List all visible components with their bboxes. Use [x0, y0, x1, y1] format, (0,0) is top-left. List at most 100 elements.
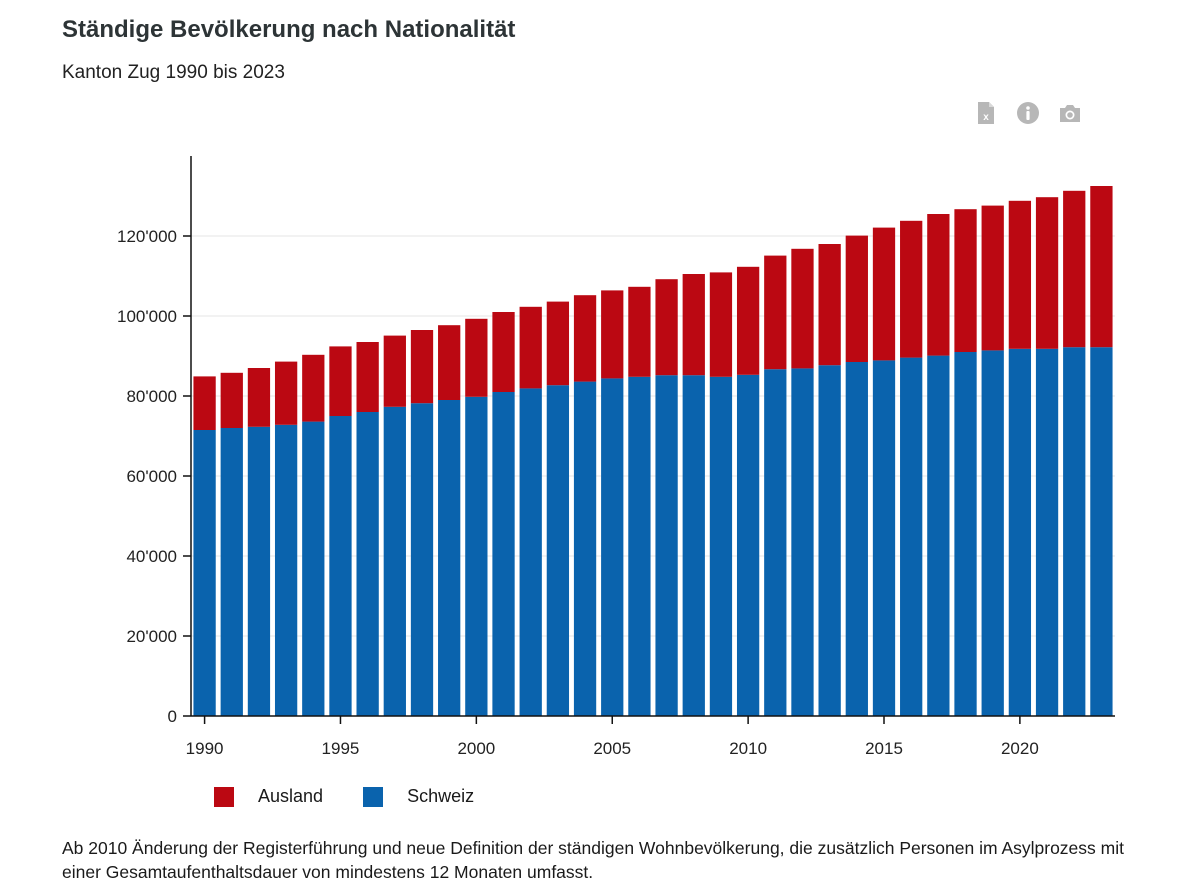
bar-ausland-2011[interactable] [764, 255, 787, 370]
bar-schweiz-1994[interactable] [302, 421, 325, 716]
x-tick-label: 1990 [186, 739, 224, 758]
bar-schweiz-1999[interactable] [438, 400, 461, 716]
bar-ausland-1990[interactable] [193, 376, 216, 430]
bar-schweiz-2015[interactable] [872, 360, 896, 716]
legend-item-schweiz[interactable]: Schweiz [363, 786, 474, 807]
x-tick-label: 1995 [322, 739, 360, 758]
bar-ausland-2013[interactable] [818, 244, 841, 366]
bar-schweiz-2001[interactable] [492, 392, 515, 716]
bar-ausland-2014[interactable] [845, 235, 868, 362]
bar-schweiz-2006[interactable] [628, 376, 651, 716]
legend-swatch-ausland [214, 786, 234, 807]
bar-schweiz-2023[interactable] [1090, 347, 1113, 716]
info-icon [1017, 102, 1039, 124]
svg-text:x: x [983, 112, 989, 123]
bar-schweiz-2017[interactable] [927, 355, 950, 716]
legend: Ausland Schweiz [214, 786, 474, 807]
bar-schweiz-1997[interactable] [383, 406, 406, 716]
bar-schweiz-2019[interactable] [981, 350, 1004, 716]
stacked-bar-chart: 0 20'000 40'000 60'000 80'000 100'000 120'000 1… [117, 156, 1115, 758]
x-tick-label: 2000 [457, 739, 495, 758]
y-tick-label: 100'000 [117, 307, 177, 326]
bar-ausland-2023[interactable] [1090, 186, 1113, 348]
bar-ausland-2001[interactable] [492, 312, 515, 392]
bar-schweiz-2014[interactable] [845, 362, 868, 716]
axes: 0 20'000 40'000 60'000 80'000 100'000 120'000 1… [117, 156, 1115, 758]
bar-ausland-2015[interactable] [872, 227, 896, 361]
bar-schweiz-2009[interactable] [709, 376, 733, 716]
bar-ausland-2012[interactable] [791, 248, 814, 369]
camera-icon [1060, 105, 1080, 122]
bar-ausland-1992[interactable] [247, 368, 271, 427]
bar-ausland-2009[interactable] [709, 272, 733, 377]
bar-schweiz-2007[interactable] [655, 375, 678, 716]
y-tick-label: 80'000 [126, 387, 177, 406]
info-button[interactable] [1016, 100, 1040, 126]
bar-ausland-2021[interactable] [1035, 197, 1059, 349]
legend-item-ausland[interactable]: Ausland [214, 786, 323, 807]
y-tick-label: 20'000 [126, 627, 177, 646]
x-tick-label: 2010 [729, 739, 767, 758]
bar-ausland-1994[interactable] [302, 354, 325, 422]
bar-schweiz-2008[interactable] [682, 375, 705, 716]
screenshot-button[interactable] [1058, 100, 1082, 126]
bar-schweiz-2002[interactable] [519, 388, 542, 716]
bar-ausland-2017[interactable] [927, 214, 950, 356]
bar-schweiz-2010[interactable] [736, 374, 760, 716]
bar-ausland-1998[interactable] [410, 330, 434, 404]
bar-schweiz-2021[interactable] [1035, 348, 1059, 716]
bar-ausland-2019[interactable] [981, 205, 1004, 351]
bar-ausland-1995[interactable] [329, 346, 352, 416]
bar-schweiz-1993[interactable] [274, 424, 298, 716]
chart-title: Ständige Bevölkerung nach Nationalität [62, 16, 516, 43]
bar-schweiz-1992[interactable] [247, 426, 271, 716]
bar-ausland-2002[interactable] [519, 306, 542, 389]
bar-ausland-2020[interactable] [1008, 200, 1032, 349]
bar-ausland-1999[interactable] [438, 325, 461, 400]
bar-schweiz-1996[interactable] [356, 412, 379, 716]
bar-schweiz-1998[interactable] [410, 403, 434, 716]
bar-schweiz-1990[interactable] [193, 430, 216, 716]
footnote: Ab 2010 Änderung der Registerführung und… [62, 838, 1124, 882]
bar-ausland-2018[interactable] [954, 209, 977, 352]
bar-schweiz-2022[interactable] [1063, 347, 1086, 716]
bar-ausland-2006[interactable] [628, 286, 651, 377]
bar-schweiz-2004[interactable] [573, 381, 597, 716]
legend-swatch-schweiz [363, 786, 384, 807]
bar-ausland-1997[interactable] [383, 335, 406, 407]
bar-schweiz-2020[interactable] [1008, 348, 1032, 716]
bar-ausland-2022[interactable] [1063, 190, 1086, 348]
bar-ausland-2003[interactable] [546, 301, 570, 386]
bar-schweiz-2003[interactable] [546, 385, 570, 716]
excel-download-button[interactable]: x [974, 100, 998, 126]
bar-schweiz-2012[interactable] [791, 368, 814, 716]
y-tick-label: 40'000 [126, 547, 177, 566]
bar-ausland-2008[interactable] [682, 274, 705, 376]
bar-schweiz-2000[interactable] [465, 396, 488, 716]
chart-toolbar: x [974, 100, 1082, 126]
bar-schweiz-2005[interactable] [601, 378, 624, 716]
bar-ausland-1993[interactable] [274, 361, 298, 425]
bar-schweiz-2018[interactable] [954, 352, 977, 716]
bar-schweiz-1991[interactable] [220, 428, 243, 716]
bar-schweiz-2016[interactable] [900, 357, 923, 716]
bar-ausland-2007[interactable] [655, 279, 678, 376]
x-tick-label: 2005 [593, 739, 631, 758]
chart-subtitle: Kanton Zug 1990 bis 2023 [62, 62, 285, 83]
y-tick-label: 120'000 [117, 227, 177, 246]
bar-ausland-2010[interactable] [736, 266, 760, 375]
bar-ausland-2004[interactable] [573, 295, 597, 382]
bar-schweiz-1995[interactable] [329, 416, 352, 716]
bars [193, 186, 1113, 716]
excel-icon: x [978, 102, 994, 124]
bar-schweiz-2011[interactable] [764, 369, 787, 716]
y-tick-label: 0 [168, 707, 177, 726]
bar-schweiz-2013[interactable] [818, 365, 841, 716]
bar-ausland-2000[interactable] [465, 318, 488, 397]
legend-label-schweiz: Schweiz [407, 786, 475, 806]
bar-ausland-1996[interactable] [356, 342, 379, 412]
x-tick-label: 2015 [865, 739, 903, 758]
bar-ausland-2016[interactable] [900, 220, 923, 358]
bar-ausland-1991[interactable] [220, 372, 243, 428]
bar-ausland-2005[interactable] [601, 290, 624, 379]
